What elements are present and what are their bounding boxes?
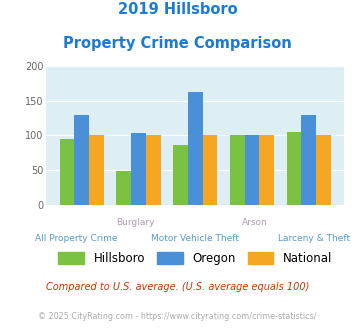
Bar (260, 135, 274, 205)
Bar (173, 145, 188, 205)
Bar (245, 135, 260, 205)
Bar (301, 115, 316, 205)
Bar (203, 135, 217, 205)
Text: Compared to U.S. average. (U.S. average equals 100): Compared to U.S. average. (U.S. average … (46, 282, 309, 292)
Bar (75, 115, 89, 205)
Bar (131, 133, 146, 205)
Bar (316, 135, 331, 205)
Bar (230, 135, 245, 205)
Text: Burglary: Burglary (116, 218, 155, 227)
Text: © 2025 CityRating.com - https://www.cityrating.com/crime-statistics/: © 2025 CityRating.com - https://www.city… (38, 312, 317, 321)
Legend: Hillsboro, Oregon, National: Hillsboro, Oregon, National (58, 252, 332, 265)
Bar (60, 140, 75, 205)
Bar (188, 92, 203, 205)
Bar (146, 135, 161, 205)
Bar (89, 135, 104, 205)
Text: Arson: Arson (242, 218, 268, 227)
Bar (116, 171, 131, 205)
Text: All Property Crime: All Property Crime (35, 234, 117, 243)
Text: Motor Vehicle Theft: Motor Vehicle Theft (151, 234, 239, 243)
Text: Larceny & Theft: Larceny & Theft (278, 234, 351, 243)
Bar (286, 132, 301, 205)
Text: 2019 Hillsboro: 2019 Hillsboro (118, 2, 237, 16)
Text: Property Crime Comparison: Property Crime Comparison (63, 36, 292, 51)
